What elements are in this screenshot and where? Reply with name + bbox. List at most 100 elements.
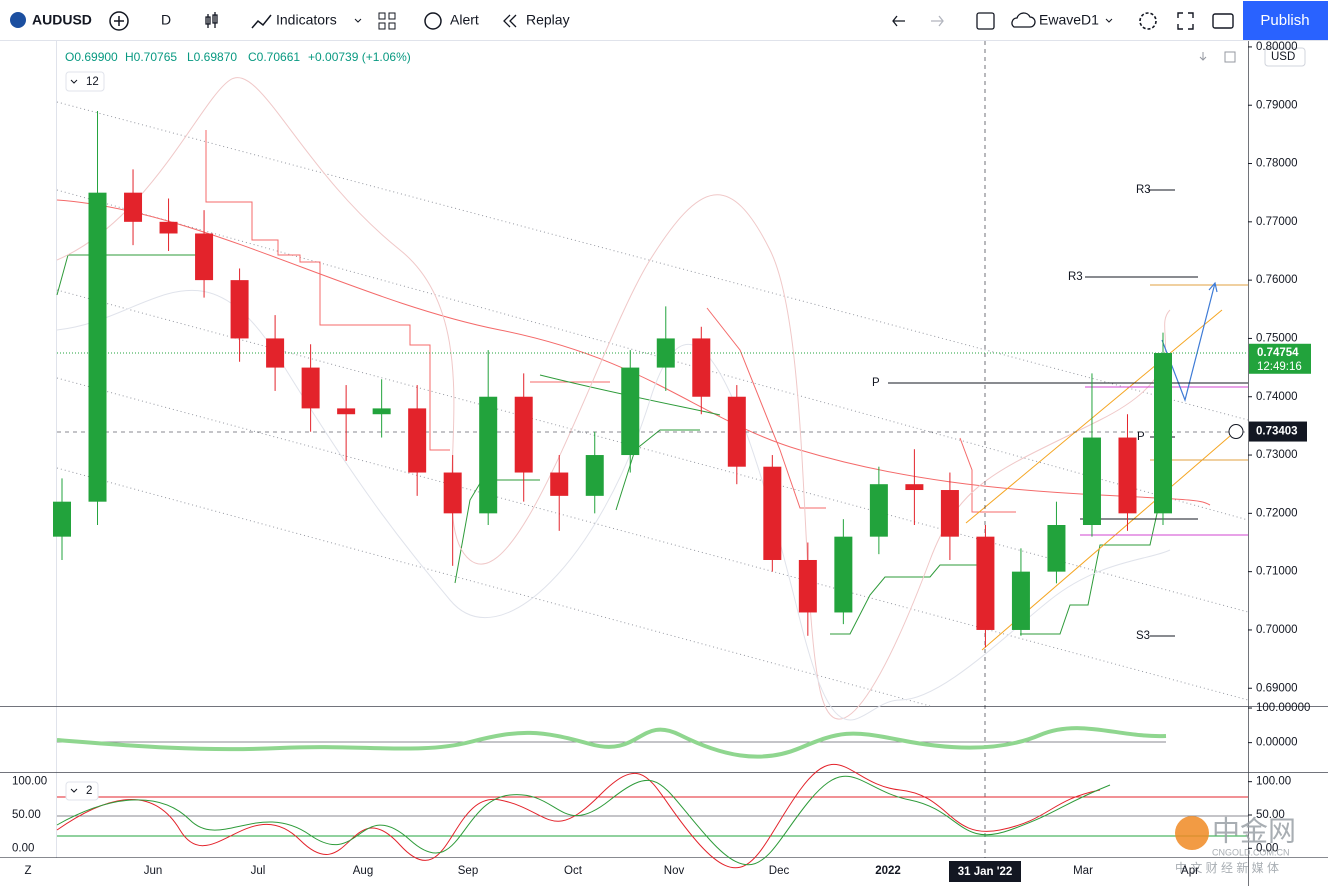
candle-body bbox=[443, 472, 462, 514]
indicators-button[interactable]: Indicators bbox=[276, 12, 337, 28]
stop-line bbox=[205, 130, 450, 451]
pivot-line bbox=[888, 189, 1248, 637]
candle-body bbox=[976, 536, 995, 630]
indicators-toggle[interactable] bbox=[65, 781, 99, 801]
templates[interactable] bbox=[378, 12, 396, 30]
pivot-label: P bbox=[872, 377, 880, 389]
last-price-tag bbox=[1249, 343, 1311, 374]
currency-select[interactable] bbox=[1264, 47, 1306, 67]
pivot-label: P bbox=[1137, 431, 1145, 443]
indicators-icon bbox=[251, 14, 272, 29]
y-tick-label: 0.75000 bbox=[1256, 332, 1298, 344]
candle-body bbox=[337, 408, 356, 415]
candle-body bbox=[159, 221, 178, 234]
x-tick-label: Aug bbox=[353, 865, 373, 877]
support-line bbox=[56, 254, 1161, 635]
candle-body bbox=[1118, 437, 1137, 514]
y-tick-label: 0.80000 bbox=[1256, 41, 1298, 53]
layout-name[interactable]: EwaveD1 bbox=[1039, 12, 1099, 28]
x-tick-label: Dec bbox=[769, 865, 790, 877]
y-tick-label: 0.79000 bbox=[1256, 99, 1298, 111]
y-tick-label-left: 100.00 bbox=[12, 776, 47, 788]
oscillator-line bbox=[56, 726, 1167, 759]
publish-label: Publish bbox=[1260, 12, 1309, 29]
watermark-logo-text: 中金网 bbox=[1212, 815, 1296, 846]
publish-button[interactable] bbox=[1243, 1, 1328, 40]
crosshair-date-tag bbox=[949, 861, 1021, 882]
candle-body bbox=[514, 396, 533, 473]
crosshair-date: 31 Jan '22 bbox=[958, 866, 1013, 878]
watermark: 中金网 CNGOLD.COM.CN 中 文 财 经 新 媒 体 bbox=[1175, 815, 1296, 875]
dropdown bbox=[354, 18, 362, 23]
candle-body bbox=[195, 233, 214, 281]
add-order[interactable] bbox=[1228, 424, 1244, 440]
candle-body bbox=[656, 338, 675, 368]
candle-body bbox=[88, 192, 107, 502]
y-tick-label: 0.74000 bbox=[1256, 391, 1298, 403]
y-tick-label: 0.00000 bbox=[1256, 737, 1298, 749]
y-tick-label: 50.00 bbox=[1256, 809, 1285, 821]
candle-body bbox=[479, 396, 498, 514]
candle-body bbox=[621, 367, 640, 456]
y-tick-label: 0.71000 bbox=[1256, 566, 1298, 578]
y-tick-label-left: 50.00 bbox=[12, 809, 41, 821]
indicator-count: 2 bbox=[86, 785, 92, 797]
candle-body bbox=[940, 490, 959, 537]
candle-body bbox=[124, 192, 143, 222]
candle-body bbox=[727, 396, 746, 467]
candle-body bbox=[408, 408, 427, 473]
candle-body bbox=[834, 536, 853, 613]
add-symbol[interactable] bbox=[109, 11, 129, 31]
fullscreen[interactable] bbox=[1177, 12, 1194, 30]
candle-body bbox=[53, 501, 71, 537]
ohlc-close: C0.70661 bbox=[248, 50, 300, 64]
x-tick-label: Oct bbox=[564, 865, 583, 877]
y-tick-label: 0.78000 bbox=[1256, 158, 1298, 170]
y-tick-label: 0.77000 bbox=[1256, 216, 1298, 228]
chart-type[interactable] bbox=[205, 12, 218, 28]
envelope bbox=[56, 77, 1171, 720]
indicator-count: 12 bbox=[86, 76, 99, 88]
x-tick-label: Apr bbox=[1181, 865, 1199, 877]
x-tick-label: Nov bbox=[664, 865, 685, 877]
pivot-label: R3 bbox=[1136, 184, 1151, 196]
regression-channel bbox=[56, 101, 1249, 707]
y-tick-label: 100.00 bbox=[1256, 776, 1291, 788]
candle-body bbox=[1011, 571, 1030, 630]
countdown: 12:49:16 bbox=[1257, 361, 1302, 373]
y-tick-label: 0.70000 bbox=[1256, 624, 1298, 636]
candle-body bbox=[763, 466, 782, 560]
layout-select[interactable] bbox=[976, 12, 995, 30]
x-tick-label: Jun bbox=[144, 865, 163, 877]
candle-body bbox=[585, 455, 604, 496]
alert-button[interactable]: Alert bbox=[450, 12, 479, 28]
pivot-labels: R3 R3 P P S3 bbox=[872, 184, 1151, 642]
watermark-slogan: 中 文 财 经 新 媒 体 bbox=[1175, 860, 1279, 875]
y-tick-label-left: 0.00 bbox=[12, 842, 34, 854]
candle-body bbox=[266, 338, 285, 368]
candle-body bbox=[230, 280, 249, 339]
redo[interactable] bbox=[931, 15, 944, 27]
y-tick-label: 0.00 bbox=[1256, 842, 1278, 854]
interval[interactable]: D bbox=[161, 12, 171, 28]
candle-body bbox=[550, 472, 569, 496]
candle-body bbox=[372, 408, 391, 415]
replay-button[interactable]: Replay bbox=[526, 12, 570, 28]
replay-icon bbox=[503, 14, 517, 28]
candle-body bbox=[798, 559, 817, 613]
indicators-toggle[interactable] bbox=[65, 71, 105, 92]
x-tick-label: Sep bbox=[458, 865, 478, 877]
chevron bbox=[70, 788, 78, 793]
candle-body bbox=[692, 338, 711, 397]
candle-body bbox=[301, 367, 320, 409]
symbol[interactable]: AUDUSD bbox=[32, 12, 92, 28]
snapshot[interactable] bbox=[1212, 13, 1234, 29]
y-tick-label: 0.72000 bbox=[1256, 507, 1298, 519]
pane-controls[interactable] bbox=[1199, 51, 1236, 63]
crosshair-price-tag bbox=[1249, 421, 1307, 442]
undo[interactable] bbox=[892, 15, 905, 27]
ohlc-change: +0.00739 (+1.06%) bbox=[308, 50, 411, 64]
settings[interactable] bbox=[1139, 12, 1157, 30]
timezone[interactable]: Z bbox=[24, 865, 31, 877]
